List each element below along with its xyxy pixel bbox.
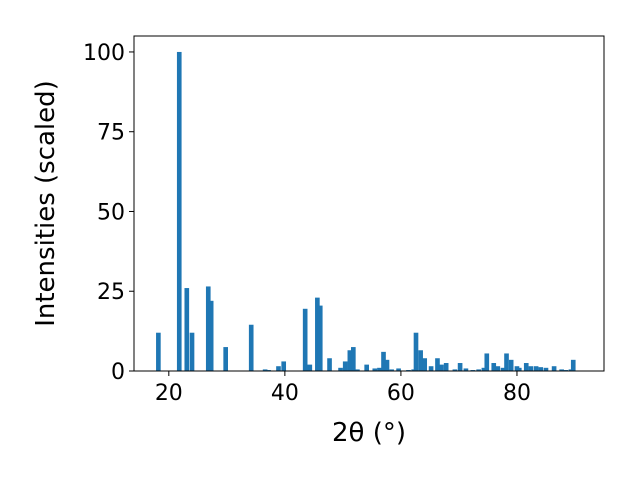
- bar: [342, 361, 348, 371]
- bar: [504, 353, 509, 371]
- bar: [484, 353, 490, 371]
- bar: [307, 364, 313, 371]
- bar: [570, 359, 576, 371]
- x-tick-label: 80: [503, 381, 531, 406]
- bar: [428, 366, 434, 371]
- bar: [418, 350, 423, 371]
- bar: [347, 350, 353, 371]
- bar: [317, 305, 323, 371]
- y-axis-label: Intensities (scaled): [31, 80, 61, 327]
- bar: [327, 358, 332, 371]
- bar: [389, 369, 394, 371]
- bar: [508, 359, 514, 371]
- plot-frame: [133, 35, 605, 372]
- x-tick-label: 40: [271, 381, 299, 406]
- bar: [551, 366, 557, 371]
- y-tick-label: 0: [111, 360, 125, 385]
- x-tick-label: 60: [387, 381, 415, 406]
- bars-layer: [156, 51, 576, 371]
- bar: [281, 361, 287, 371]
- bar: [276, 366, 281, 371]
- bar: [355, 369, 360, 371]
- bar: [189, 332, 195, 371]
- y-tick-label: 50: [97, 200, 125, 225]
- bar: [457, 363, 463, 371]
- bar: [568, 369, 574, 371]
- bar: [381, 351, 386, 371]
- bar: [538, 367, 544, 371]
- bar: [364, 364, 369, 371]
- bar: [372, 368, 378, 371]
- bar: [516, 367, 522, 371]
- bar: [184, 288, 190, 371]
- bar: [413, 332, 419, 371]
- bar: [495, 366, 501, 371]
- bar: [500, 367, 506, 371]
- y-tick-label: 25: [97, 280, 125, 305]
- bar: [176, 51, 182, 371]
- bar: [156, 332, 161, 371]
- bar: [315, 297, 320, 371]
- y-tick-label: 75: [97, 121, 125, 146]
- bar: [422, 358, 428, 371]
- bar: [481, 367, 487, 371]
- bar: [384, 359, 390, 371]
- bar: [439, 364, 444, 371]
- x-tick-label: 20: [155, 381, 183, 406]
- bar: [543, 367, 549, 371]
- bar: [452, 369, 458, 371]
- bar: [476, 369, 481, 371]
- bar: [262, 369, 268, 371]
- bar: [351, 347, 356, 371]
- bar: [396, 368, 401, 371]
- bar: [523, 363, 529, 371]
- bar: [248, 324, 254, 371]
- x-axis-label: 2θ (°): [332, 418, 406, 448]
- bar: [208, 300, 214, 371]
- y-tick-label: 100: [83, 41, 125, 66]
- bar: [559, 369, 564, 371]
- bar: [443, 363, 449, 371]
- bar: [491, 363, 497, 371]
- bar: [533, 366, 539, 371]
- bar: [205, 286, 211, 371]
- bar: [223, 347, 228, 371]
- bar: [377, 367, 382, 371]
- bar: [338, 367, 343, 371]
- ticks-layer: 20 40 60 80 0 25 50 75 100: [83, 41, 531, 406]
- bar: [302, 308, 308, 371]
- bar: [463, 368, 469, 371]
- bar: [528, 366, 534, 371]
- bar: [435, 358, 440, 371]
